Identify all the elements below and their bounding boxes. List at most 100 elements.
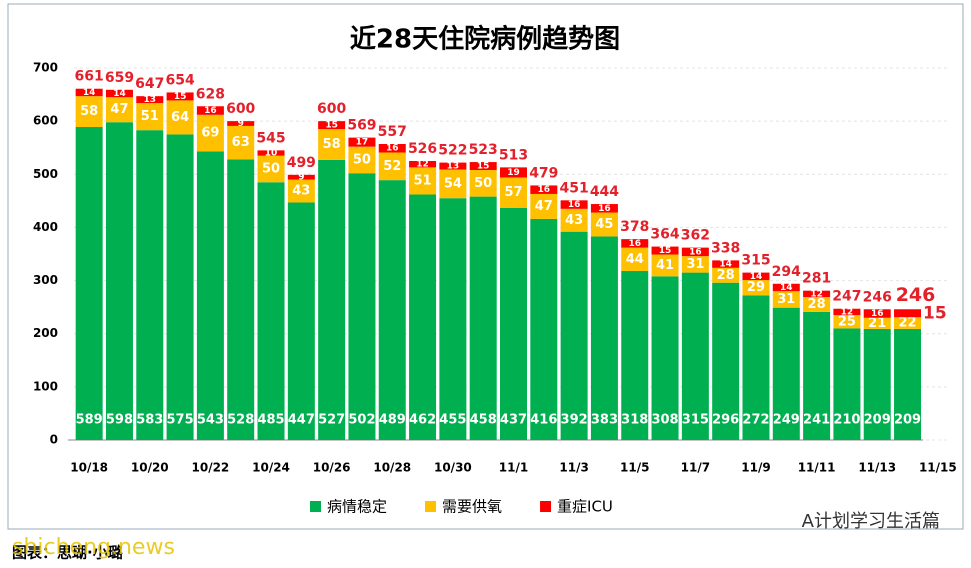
bar-segment bbox=[863, 328, 891, 440]
bar-segment bbox=[287, 174, 315, 180]
segment-label: 29 bbox=[747, 280, 765, 295]
total-label: 378 bbox=[620, 219, 649, 235]
segment-label: 241 bbox=[803, 413, 830, 428]
segment-label: 12 bbox=[416, 160, 429, 170]
bar-segment bbox=[75, 96, 103, 127]
bar-segment bbox=[863, 309, 891, 318]
total-label: 338 bbox=[711, 240, 740, 256]
bar-segment bbox=[348, 137, 376, 147]
watermark: shicheng.news bbox=[12, 535, 175, 560]
segment-label: 458 bbox=[470, 413, 497, 428]
bar-segment bbox=[590, 236, 618, 440]
bar-segment bbox=[469, 196, 497, 440]
bar-segment bbox=[105, 89, 133, 98]
segment-label: 45 bbox=[595, 217, 613, 232]
bar-segment bbox=[105, 122, 133, 440]
bar-segment bbox=[378, 180, 406, 441]
y-tick-label: 200 bbox=[33, 326, 58, 340]
total-label: 628 bbox=[196, 86, 225, 102]
segment-label: 14 bbox=[719, 260, 732, 270]
segment-label: 392 bbox=[561, 413, 588, 428]
bar-segment bbox=[136, 130, 164, 441]
segment-label: 598 bbox=[106, 413, 133, 428]
x-tick-label: 10/30 bbox=[434, 461, 472, 475]
segment-label: 31 bbox=[777, 292, 795, 307]
x-tick-label: 11/11 bbox=[798, 461, 836, 475]
segment-label: 489 bbox=[379, 413, 406, 428]
bar-segment bbox=[894, 317, 922, 329]
segment-label: 15 bbox=[477, 162, 490, 172]
segment-label: 22 bbox=[898, 316, 916, 331]
segment-label: 575 bbox=[167, 413, 194, 428]
bar-segment bbox=[621, 271, 649, 440]
total-label: 246 bbox=[863, 289, 892, 305]
segment-label: 589 bbox=[76, 413, 103, 428]
segment-label: 15 bbox=[923, 303, 947, 323]
segment-label: 41 bbox=[656, 258, 674, 273]
bar-segment bbox=[318, 129, 346, 160]
bar-segment bbox=[318, 121, 346, 130]
bar-segment bbox=[681, 247, 709, 257]
segment-label: 272 bbox=[742, 413, 769, 428]
segment-label: 296 bbox=[712, 413, 739, 428]
segment-label: 28 bbox=[717, 268, 735, 283]
total-label: 661 bbox=[75, 69, 104, 85]
segment-label: 437 bbox=[500, 413, 527, 428]
y-tick-label: 600 bbox=[33, 114, 58, 128]
bar-segment bbox=[772, 283, 800, 292]
legend-swatch bbox=[425, 501, 437, 512]
segment-label: 51 bbox=[414, 173, 432, 188]
bar-segment bbox=[227, 159, 255, 441]
y-tick-label: 500 bbox=[33, 167, 58, 181]
segment-label: 63 bbox=[232, 135, 250, 150]
segment-label: 16 bbox=[689, 247, 702, 257]
bar-segment bbox=[500, 207, 527, 440]
bar-segment bbox=[621, 239, 649, 248]
segment-label: 16 bbox=[871, 309, 884, 319]
segment-label: 10 bbox=[265, 149, 278, 159]
segment-label: 44 bbox=[626, 252, 644, 267]
bar-segment bbox=[257, 150, 285, 156]
segment-label: 47 bbox=[535, 199, 553, 214]
bar-segment bbox=[439, 162, 467, 170]
x-tick-label: 11/1 bbox=[499, 461, 528, 475]
chart-title: 近28天住院病例趋势图 bbox=[350, 24, 620, 55]
bar-segment bbox=[742, 272, 770, 281]
segment-label: 54 bbox=[444, 176, 462, 191]
segment-label: 14 bbox=[113, 89, 126, 99]
total-label: 654 bbox=[165, 72, 194, 88]
segment-label: 14 bbox=[780, 283, 793, 293]
bar-segment bbox=[833, 308, 861, 316]
bar-segment bbox=[409, 161, 437, 168]
segment-label: 12 bbox=[810, 289, 823, 299]
segment-label: 19 bbox=[507, 168, 520, 178]
segment-label: 50 bbox=[262, 161, 280, 176]
total-label: 364 bbox=[650, 227, 679, 243]
total-label: 294 bbox=[772, 264, 801, 280]
segment-label: 47 bbox=[110, 102, 128, 117]
segment-label: 210 bbox=[833, 413, 860, 428]
total-label: 513 bbox=[499, 147, 528, 163]
bar-segment bbox=[681, 256, 709, 273]
bar-segment bbox=[651, 246, 679, 255]
bar-segment bbox=[530, 218, 558, 440]
y-tick-label: 100 bbox=[33, 379, 58, 393]
segment-label: 51 bbox=[141, 109, 159, 124]
segment-label: 12 bbox=[841, 307, 854, 317]
total-label: 545 bbox=[256, 130, 285, 146]
legend-swatch bbox=[310, 501, 321, 512]
x-tick-label: 11/5 bbox=[620, 461, 649, 475]
segment-label: 209 bbox=[894, 413, 921, 428]
bar-segment bbox=[590, 212, 618, 237]
bar-segment bbox=[227, 121, 255, 126]
total-label: 499 bbox=[287, 155, 316, 171]
bar-segment bbox=[742, 280, 770, 296]
segment-label: 43 bbox=[292, 184, 310, 199]
segment-label: 455 bbox=[439, 413, 466, 428]
segment-label: 25 bbox=[838, 314, 856, 329]
segment-label: 9 bbox=[238, 119, 244, 129]
bar-segment bbox=[227, 125, 255, 160]
bar-segment bbox=[742, 295, 770, 440]
bar-segment bbox=[469, 162, 497, 171]
segment-label: 527 bbox=[318, 413, 345, 428]
